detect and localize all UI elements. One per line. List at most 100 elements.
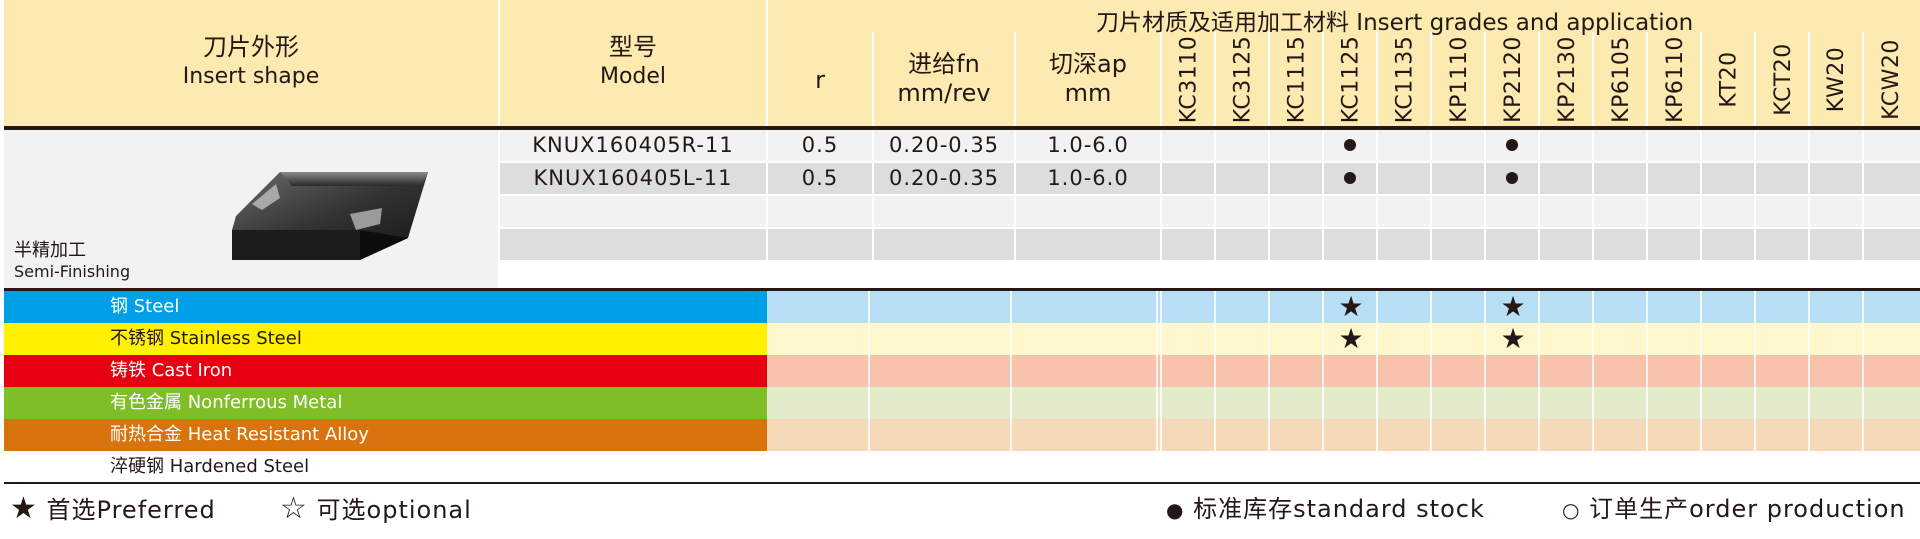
grade-label: KC1135 <box>1392 35 1418 123</box>
r-heading: r <box>815 66 825 94</box>
cell-divider <box>1376 451 1378 483</box>
cell-divider <box>872 196 874 227</box>
cell-divider <box>1484 451 1486 483</box>
cell-divider <box>1484 355 1486 387</box>
cell-divider <box>1646 387 1648 419</box>
cell-divider <box>1646 419 1648 451</box>
cell-divider <box>1268 163 1270 194</box>
cell-divider <box>1268 291 1270 323</box>
cell-divider <box>1214 387 1216 419</box>
cell-divider <box>1322 163 1324 194</box>
outline-dot-icon: ○ <box>1562 498 1581 522</box>
cell-divider <box>1160 323 1162 355</box>
cell-divider <box>1484 323 1486 355</box>
model-heading: 型号 Model <box>500 33 766 91</box>
cell-divider <box>1160 355 1162 387</box>
cell-divider <box>868 291 870 323</box>
insert-shape-area: 半精加工 Semi-Finishing <box>4 130 498 288</box>
material-grade-cells <box>767 323 1920 355</box>
grade-header-kc1115: KC1115 <box>1270 34 1324 124</box>
cell-divider <box>1268 130 1270 161</box>
cell-divider <box>1156 355 1158 387</box>
grade-header-kp1110: KP1110 <box>1432 34 1486 124</box>
cell-divider <box>1376 387 1378 419</box>
header-divider <box>1376 32 1378 126</box>
cell-divider <box>1322 196 1324 227</box>
cell-divider <box>1754 229 1756 260</box>
cell-divider <box>868 419 870 451</box>
legend-optional: ☆ 可选optional <box>280 491 472 528</box>
grade-label: KP6105 <box>1608 35 1634 123</box>
grade-header-kp2120: KP2120 <box>1486 34 1540 124</box>
cell-divider <box>1376 163 1378 194</box>
filled-dot-icon: ● <box>1166 498 1185 522</box>
model-cell <box>500 196 766 227</box>
cell-divider <box>1646 130 1648 161</box>
cell-divider <box>1484 130 1486 161</box>
material-grade-cells <box>767 451 1920 483</box>
cell-divider <box>1430 323 1432 355</box>
cell-divider <box>1214 355 1216 387</box>
cell-divider <box>1538 387 1540 419</box>
table-row: KNUX160405L-11 0.5 0.20-0.35 1.0-6.0 <box>500 163 1920 194</box>
insert-shape-heading: 刀片外形 Insert shape <box>4 33 498 91</box>
grade-header-kc1125: KC1125 <box>1324 34 1378 124</box>
header-divider <box>766 0 768 126</box>
cell-divider <box>1322 229 1324 260</box>
cell-divider <box>1156 451 1158 483</box>
cell-divider <box>1484 291 1486 323</box>
cell-divider <box>1484 229 1486 260</box>
insert-shape-en: Insert shape <box>182 64 320 89</box>
material-label-cell: 不锈钢 Stainless Steel <box>4 323 767 355</box>
cell-divider <box>868 451 870 483</box>
cell-divider <box>1484 419 1486 451</box>
cell-divider <box>1430 163 1432 194</box>
grades-title: 刀片材质及适用加工材料 Insert grades and applicatio… <box>1096 10 1694 36</box>
material-label: 不锈钢 Stainless Steel <box>110 328 302 349</box>
feed-cell: 0.20-0.35 <box>888 133 1000 157</box>
cell-divider <box>1268 387 1270 419</box>
grade-label: KC3110 <box>1176 35 1202 123</box>
header-divider <box>1214 32 1216 126</box>
cell-divider <box>1214 196 1216 227</box>
header-divider <box>1322 32 1324 126</box>
cell-divider <box>1430 291 1432 323</box>
material-grade-cells <box>767 419 1920 451</box>
cell-divider <box>1322 130 1324 161</box>
depth-cell: 1.0-6.0 <box>1047 133 1129 157</box>
cell-divider <box>1700 451 1702 483</box>
section-rule <box>4 288 1920 291</box>
cell-divider <box>1156 291 1158 323</box>
insert-type-cn: 半精加工 <box>14 240 86 261</box>
cell-divider <box>1014 130 1016 161</box>
depth-cn: 切深ap <box>1049 50 1127 78</box>
legend-stock-label: 标准库存standard stock <box>1193 495 1485 523</box>
legend-preferred-label: 首选Preferred <box>46 496 216 524</box>
header-divider <box>1160 32 1162 126</box>
cell-divider <box>1322 291 1324 323</box>
cell-divider <box>1160 163 1162 194</box>
grade-header-kc1135: KC1135 <box>1378 34 1432 124</box>
header-divider <box>1430 32 1432 126</box>
feed-heading: 进给fn mm/rev <box>874 50 1014 108</box>
depth-unit: mm <box>1064 79 1112 107</box>
legend-order: ○ 订单生产order production <box>1562 491 1906 528</box>
cell-divider <box>1160 229 1162 260</box>
grade-label: KP2130 <box>1554 35 1580 123</box>
cell-divider <box>872 163 874 194</box>
grade-label: KW20 <box>1824 46 1850 112</box>
grade-header-kc3110: KC3110 <box>1162 34 1216 124</box>
cell-divider <box>1538 163 1540 194</box>
material-label: 耐热合金 Heat Resistant Alloy <box>110 424 369 445</box>
cell-divider <box>1010 291 1012 323</box>
cell-divider <box>1430 419 1432 451</box>
cell-divider <box>1538 323 1540 355</box>
r-cell <box>768 196 872 227</box>
cell-divider <box>1808 291 1810 323</box>
table-row <box>500 229 1920 260</box>
cell-divider <box>1376 196 1378 227</box>
cell-divider <box>1538 419 1540 451</box>
knux-insert-icon <box>232 172 428 260</box>
grade-label: KC3125 <box>1230 35 1256 123</box>
